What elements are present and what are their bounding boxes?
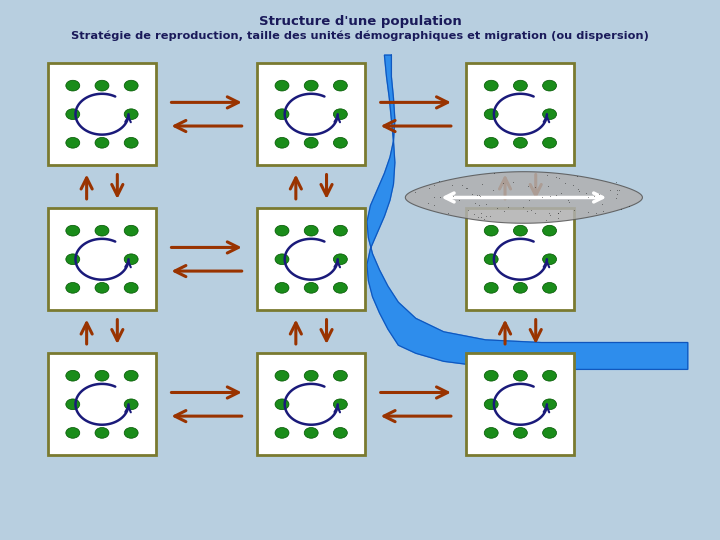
Circle shape [95,137,109,148]
Circle shape [305,282,318,293]
FancyBboxPatch shape [467,353,575,455]
Circle shape [95,80,109,91]
FancyBboxPatch shape [467,63,575,165]
Circle shape [513,428,527,438]
Circle shape [333,370,347,381]
FancyBboxPatch shape [257,208,365,310]
Circle shape [66,80,80,91]
Circle shape [275,399,289,410]
Circle shape [485,109,498,119]
Circle shape [305,370,318,381]
Circle shape [485,80,498,91]
Circle shape [543,370,557,381]
Circle shape [543,225,557,236]
Circle shape [305,428,318,438]
Circle shape [543,254,557,265]
Circle shape [124,137,138,148]
Circle shape [543,80,557,91]
Circle shape [275,282,289,293]
Circle shape [333,399,347,410]
Text: Structure d'une population: Structure d'une population [258,15,462,28]
Circle shape [485,428,498,438]
Circle shape [66,254,80,265]
Circle shape [513,370,527,381]
Circle shape [66,428,80,438]
Circle shape [124,282,138,293]
Circle shape [66,282,80,293]
Circle shape [95,370,109,381]
Circle shape [333,282,347,293]
Circle shape [485,399,498,410]
Circle shape [275,428,289,438]
Circle shape [124,428,138,438]
Circle shape [95,282,109,293]
Circle shape [333,80,347,91]
Circle shape [275,80,289,91]
Circle shape [124,370,138,381]
FancyBboxPatch shape [257,63,365,165]
Circle shape [333,254,347,265]
Circle shape [124,225,138,236]
Circle shape [333,137,347,148]
FancyBboxPatch shape [48,208,156,310]
FancyBboxPatch shape [48,63,156,165]
Circle shape [333,428,347,438]
Circle shape [124,254,138,265]
Circle shape [485,282,498,293]
Circle shape [333,109,347,119]
Circle shape [513,80,527,91]
Polygon shape [367,55,688,369]
Circle shape [485,254,498,265]
Circle shape [513,225,527,236]
Circle shape [543,137,557,148]
Circle shape [543,282,557,293]
Circle shape [543,109,557,119]
Circle shape [485,137,498,148]
Circle shape [124,109,138,119]
Circle shape [66,137,80,148]
Circle shape [124,399,138,410]
Circle shape [66,399,80,410]
Circle shape [513,282,527,293]
Circle shape [275,109,289,119]
Circle shape [305,80,318,91]
Circle shape [66,225,80,236]
Polygon shape [405,172,642,223]
Circle shape [513,137,527,148]
Circle shape [275,254,289,265]
Circle shape [275,225,289,236]
Circle shape [275,137,289,148]
Text: Stratégie de reproduction, taille des unités démographiques et migration (ou dis: Stratégie de reproduction, taille des un… [71,31,649,42]
Circle shape [485,370,498,381]
Circle shape [305,225,318,236]
Circle shape [333,225,347,236]
Circle shape [66,370,80,381]
FancyBboxPatch shape [48,353,156,455]
Circle shape [66,109,80,119]
Circle shape [543,428,557,438]
Circle shape [95,225,109,236]
Circle shape [275,370,289,381]
Circle shape [485,225,498,236]
Circle shape [305,137,318,148]
FancyBboxPatch shape [257,353,365,455]
Circle shape [543,399,557,410]
Circle shape [124,80,138,91]
FancyBboxPatch shape [467,208,575,310]
Circle shape [95,428,109,438]
